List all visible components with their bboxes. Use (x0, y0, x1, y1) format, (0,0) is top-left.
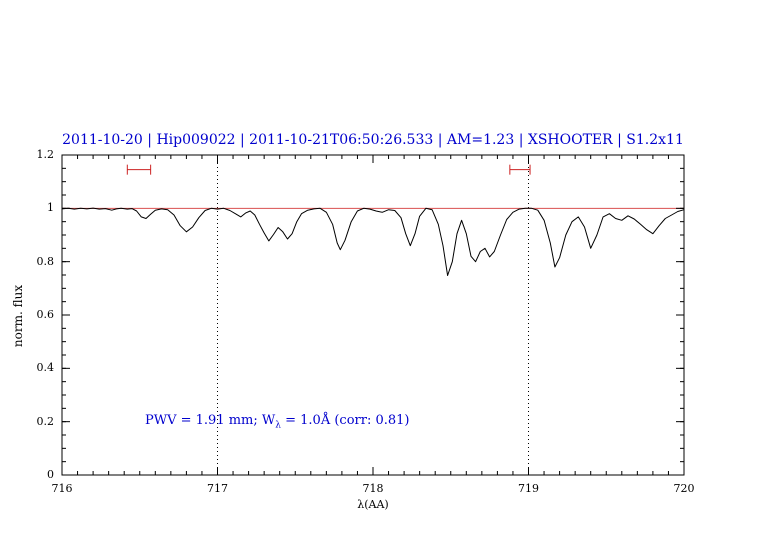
y-tick-label: 0.2 (36, 414, 55, 428)
pwv-annotation-part1: PWV = 1.91 mm; W (145, 413, 276, 428)
range-marker (126, 164, 152, 175)
x-tick-label: 717 (207, 482, 228, 495)
plot-title: 2011-10-20 | Hip009022 | 2011-10-21T06:5… (62, 132, 684, 148)
y-tick-label: 1.2 (36, 148, 55, 161)
spectrum-line (61, 207, 685, 276)
pwv-annotation-part2: = 1.0Å (corr: 0.81) (280, 413, 410, 428)
range-marker (509, 164, 531, 175)
x-tick-label: 719 (518, 482, 539, 495)
y-tick-label: 0.6 (36, 308, 55, 321)
x-tick-label: 716 (51, 482, 73, 495)
pwv-annotation-sub: λ (275, 420, 281, 431)
y-tick-label: 0 (47, 468, 54, 481)
axis-ticks (61, 154, 685, 476)
x-tick-label: 720 (673, 482, 695, 495)
pwv-annotation: PWV = 1.91 mm; Wλ = 1.0Å (corr: 0.81) (145, 413, 409, 431)
x-tick-label: 718 (362, 482, 384, 495)
y-tick-label: 1 (47, 201, 54, 215)
y-tick-label: 0.4 (36, 361, 55, 375)
y-tick-label: 0.8 (36, 254, 55, 268)
x-axis-label: λ(AA) (357, 498, 389, 511)
